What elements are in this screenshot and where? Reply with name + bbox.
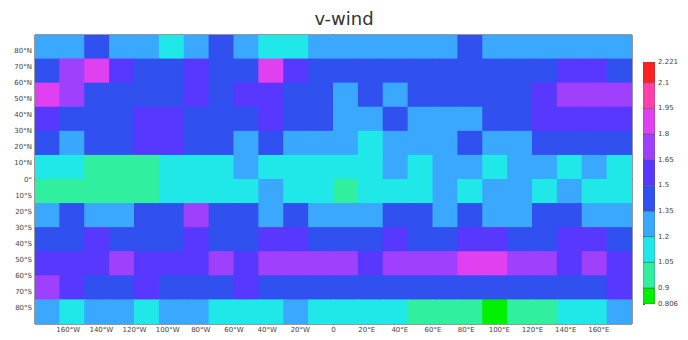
svg-text:2.221: 2.221	[658, 58, 678, 66]
svg-text:20°S: 20°S	[15, 208, 32, 216]
svg-text:60°E: 60°E	[425, 326, 442, 334]
svg-text:10°S: 10°S	[15, 192, 32, 200]
svg-text:1.35: 1.35	[658, 207, 674, 215]
svg-text:0: 0	[331, 326, 335, 334]
svg-text:160°W: 160°W	[56, 326, 80, 334]
svg-text:v-wind: v-wind	[314, 8, 373, 29]
svg-text:70°S: 70°S	[15, 288, 32, 296]
svg-text:20°E: 20°E	[358, 326, 375, 334]
svg-text:50°S: 50°S	[15, 256, 32, 264]
svg-text:0.9: 0.9	[658, 284, 669, 292]
svg-text:70°N: 70°N	[14, 63, 32, 71]
svg-text:120°W: 120°W	[123, 326, 147, 334]
svg-text:40°N: 40°N	[14, 111, 32, 119]
svg-text:100°W: 100°W	[156, 326, 180, 334]
svg-text:50°N: 50°N	[14, 95, 32, 103]
svg-text:20°W: 20°W	[291, 326, 310, 334]
svg-text:80°S: 80°S	[15, 304, 32, 312]
svg-text:2.1: 2.1	[658, 79, 669, 87]
svg-text:1.65: 1.65	[658, 156, 674, 164]
svg-text:40°S: 40°S	[15, 240, 32, 248]
svg-text:80°N: 80°N	[14, 47, 32, 55]
svg-text:30°N: 30°N	[14, 127, 32, 135]
svg-text:0.806: 0.806	[658, 300, 679, 308]
svg-text:1.95: 1.95	[658, 104, 674, 112]
svg-text:80°E: 80°E	[458, 326, 475, 334]
svg-text:30°S: 30°S	[15, 224, 32, 232]
svg-text:1.2: 1.2	[658, 233, 669, 241]
svg-text:1.05: 1.05	[658, 258, 674, 266]
svg-text:0°: 0°	[24, 176, 32, 184]
svg-text:60°N: 60°N	[14, 79, 32, 87]
svg-text:10°N: 10°N	[14, 159, 32, 167]
svg-text:140°W: 140°W	[89, 326, 113, 334]
svg-text:20°N: 20°N	[14, 143, 32, 151]
svg-text:60°W: 60°W	[224, 326, 243, 334]
svg-text:120°E: 120°E	[522, 326, 543, 334]
svg-text:100°E: 100°E	[489, 326, 510, 334]
svg-text:140°E: 140°E	[555, 326, 576, 334]
svg-text:60°S: 60°S	[15, 272, 32, 280]
svg-text:40°W: 40°W	[257, 326, 276, 334]
svg-text:1.8: 1.8	[658, 130, 669, 138]
svg-text:160°E: 160°E	[588, 326, 609, 334]
svg-text:1.5: 1.5	[658, 181, 669, 189]
svg-text:40°E: 40°E	[391, 326, 408, 334]
svg-text:80°W: 80°W	[191, 326, 210, 334]
